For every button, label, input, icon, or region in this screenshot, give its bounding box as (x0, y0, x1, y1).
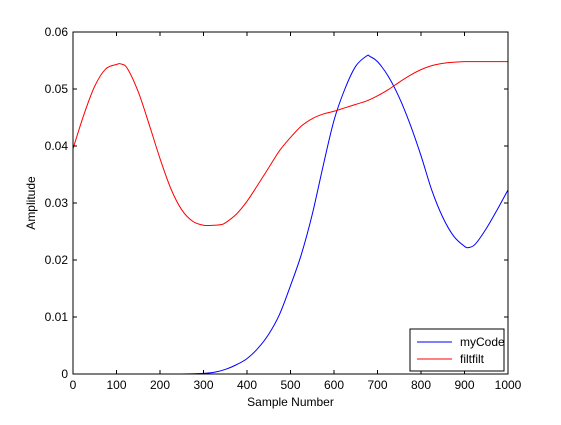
plot-background (73, 32, 508, 374)
x-tick-label: 600 (324, 378, 344, 392)
series-line-filtfilt (72, 61, 508, 227)
y-tick-label: 0.05 (45, 82, 69, 96)
x-tick-label: 500 (280, 378, 300, 392)
legend-label-mycode: myCode (460, 335, 505, 349)
x-tick-label: 100 (106, 378, 126, 392)
x-tick-label: 400 (237, 378, 257, 392)
x-axis: 0 100 200 300 400 500 600 700 800 900 1000 (70, 32, 522, 392)
x-tick-label: 900 (454, 378, 474, 392)
y-tick-label: 0.02 (45, 253, 69, 267)
y-axis: 0 0.01 0.02 0.03 0.04 0.05 0.06 (45, 25, 508, 381)
y-tick-label: 0.03 (45, 196, 69, 210)
x-tick-label: 0 (70, 378, 77, 392)
x-tick-label: 300 (193, 378, 213, 392)
legend-box (409, 328, 505, 372)
legend-label-filtfilt: filtfilt (460, 352, 485, 366)
x-tick-label: 700 (367, 378, 387, 392)
y-tick-label: 0.06 (45, 25, 69, 39)
y-tick-label: 0.01 (45, 310, 69, 324)
x-tick-label: 200 (150, 378, 170, 392)
x-tick-label: 800 (411, 378, 431, 392)
y-axis-label: Amplitude (24, 176, 38, 230)
legend: myCode filtfilt (409, 328, 505, 372)
y-tick-label: 0.04 (45, 139, 69, 153)
x-tick-label: 1000 (495, 378, 522, 392)
y-tick-label: 0 (61, 367, 68, 381)
x-axis-label: Sample Number (247, 395, 334, 409)
